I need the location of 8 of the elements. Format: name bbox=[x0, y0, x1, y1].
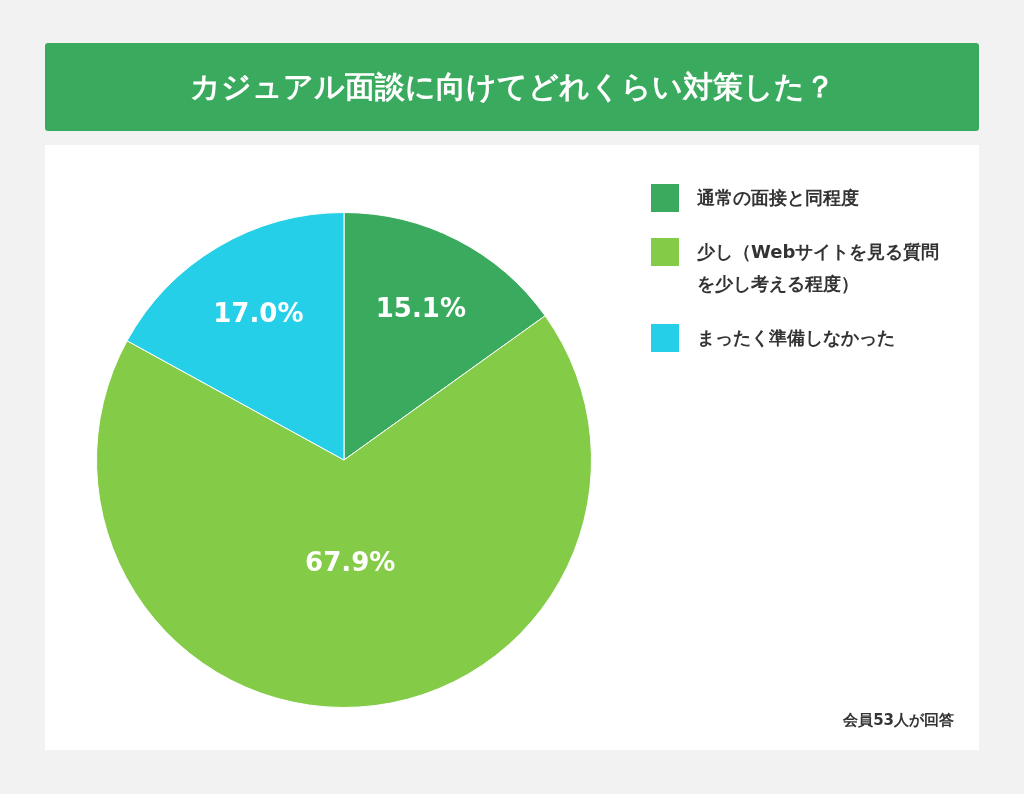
legend-label: まったく準備しなかった bbox=[697, 326, 895, 350]
data-label: 17.0% bbox=[213, 297, 304, 328]
chart-title: カジュアル面談に向けてどれくらい対策した？ bbox=[45, 43, 979, 131]
data-label: 15.1% bbox=[375, 293, 466, 324]
data-label: 67.9% bbox=[305, 546, 396, 577]
legend-label: 通常の面接と同程度 bbox=[697, 186, 859, 210]
legend-label: 少し（Webサイトを見る質問を少し考える程度） bbox=[697, 240, 941, 296]
text: 会員53人が回答 bbox=[843, 711, 954, 730]
